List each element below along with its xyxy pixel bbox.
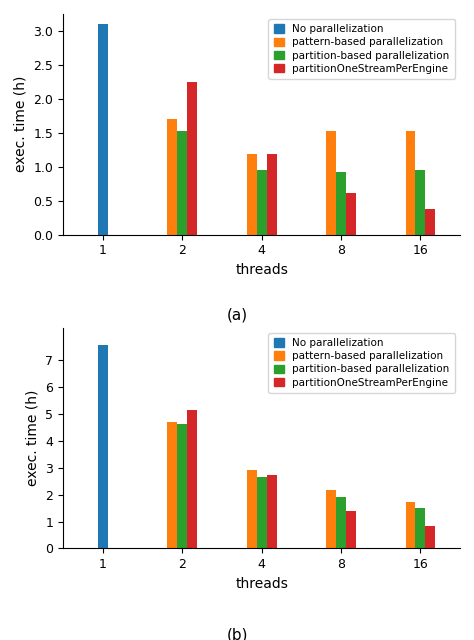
X-axis label: threads
: threads: [235, 577, 288, 607]
Bar: [326, 131, 336, 235]
Bar: [257, 170, 266, 235]
Bar: [266, 154, 276, 235]
Text: (b): (b): [226, 627, 248, 640]
Bar: [415, 508, 425, 548]
X-axis label: threads
: threads: [235, 263, 288, 293]
Bar: [177, 131, 187, 235]
Bar: [187, 82, 197, 235]
Y-axis label: exec. time (h): exec. time (h): [14, 76, 28, 172]
Bar: [247, 470, 257, 548]
Bar: [326, 490, 336, 548]
Text: (a): (a): [227, 307, 247, 322]
Bar: [98, 24, 108, 235]
Bar: [406, 502, 415, 548]
Bar: [406, 131, 415, 235]
Bar: [415, 170, 425, 235]
Bar: [257, 477, 266, 548]
Bar: [266, 475, 276, 548]
Y-axis label: exec. time (h): exec. time (h): [26, 390, 40, 486]
Bar: [336, 172, 346, 235]
Bar: [346, 511, 356, 548]
Bar: [187, 410, 197, 548]
Bar: [425, 525, 435, 548]
Bar: [177, 424, 187, 548]
Bar: [336, 497, 346, 548]
Bar: [247, 154, 257, 235]
Bar: [167, 119, 177, 235]
Legend: No parallelization, pattern-based parallelization, partition-based parallelizati: No parallelization, pattern-based parall…: [268, 19, 455, 79]
Bar: [346, 193, 356, 235]
Legend: No parallelization, pattern-based parallelization, partition-based parallelizati: No parallelization, pattern-based parall…: [268, 333, 455, 393]
Bar: [425, 209, 435, 235]
Bar: [98, 345, 108, 548]
Bar: [167, 422, 177, 548]
